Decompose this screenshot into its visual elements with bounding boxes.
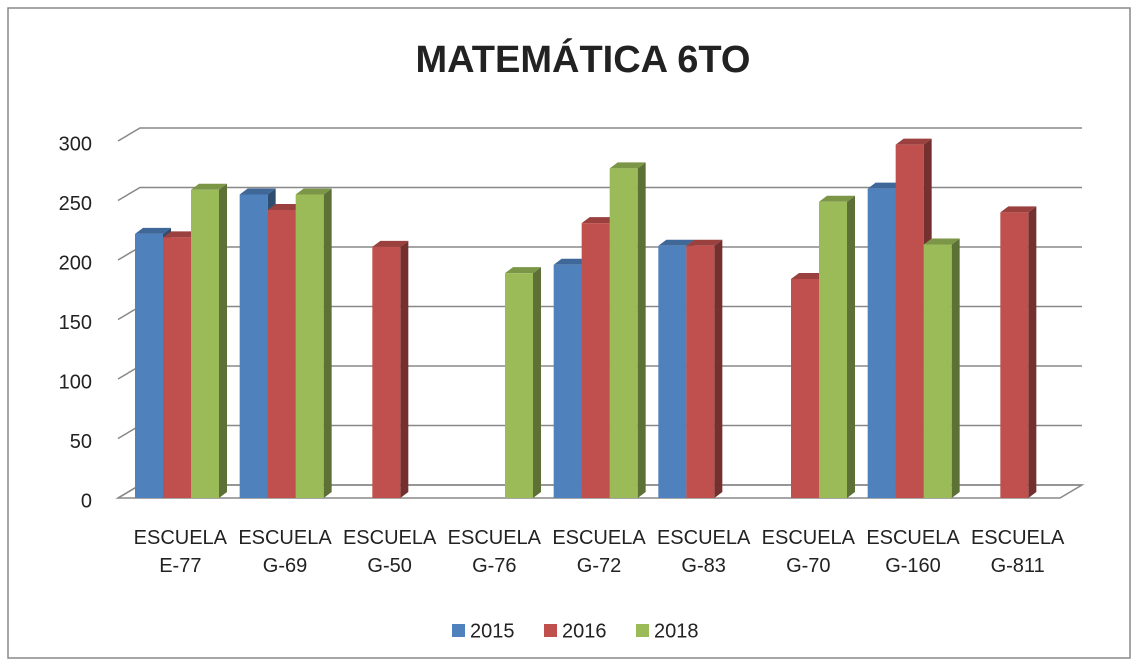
bar-face [609, 162, 646, 169]
bar [505, 267, 541, 498]
bar-face [895, 144, 924, 498]
bar-face [686, 239, 723, 246]
bar-face [372, 240, 409, 247]
bar-face [553, 258, 590, 265]
bar-face [609, 168, 638, 498]
chart-title: MATEMÁTICA 6TO [416, 37, 751, 81]
bar-face [847, 195, 855, 498]
x-tick-label: ESCUELA E-77 [133, 527, 228, 577]
bar-face [533, 267, 541, 498]
bar-face [867, 188, 896, 498]
bar-face [135, 233, 163, 498]
grid-line [117, 186, 1082, 202]
bar-face [923, 238, 960, 245]
bar [191, 183, 227, 499]
x-tick-label: ESCUELA G-160 [866, 527, 960, 577]
legend-swatch [544, 624, 557, 637]
bar-face [163, 231, 199, 238]
bar-face [163, 237, 191, 498]
x-tick-label: ESCUELA G-50 [342, 527, 437, 577]
x-tick-label: ESCUELA G-70 [761, 527, 856, 577]
bar-face [135, 227, 171, 234]
bar-face [191, 183, 227, 190]
bar-face [553, 264, 582, 498]
bar-face [400, 240, 409, 498]
bar-face [267, 210, 296, 498]
bar-face [323, 188, 332, 499]
bar-face [505, 273, 533, 498]
legend-label: 2016 [562, 620, 607, 642]
bar-face [867, 182, 904, 189]
y-tick-label: 150 [59, 312, 92, 334]
bar-face [239, 194, 268, 499]
bar-face [923, 244, 952, 498]
y-tick-label: 50 [70, 431, 92, 453]
bar [372, 240, 409, 498]
x-tick-label: ESCUELA G-72 [552, 527, 646, 577]
bar-face [191, 189, 219, 499]
bar-face [1000, 206, 1037, 213]
bar-face [895, 138, 932, 145]
bar-face [239, 188, 276, 195]
bar-face [295, 188, 332, 195]
x-tick-label: ESCUELA G-83 [656, 527, 751, 577]
y-tick-label: 200 [59, 252, 92, 274]
bar-face [1028, 206, 1037, 498]
bar [819, 195, 855, 498]
bar-face [791, 273, 827, 280]
bar [1000, 206, 1037, 498]
bar-face [267, 204, 304, 211]
bar-face [819, 201, 847, 498]
bar-face [219, 183, 227, 499]
bar-face [714, 239, 723, 498]
bar-face [658, 239, 695, 246]
y-tick-label: 300 [59, 133, 92, 155]
bar-face [505, 267, 541, 274]
bar [923, 238, 960, 498]
bar-face [295, 194, 324, 499]
bar-face [581, 223, 610, 499]
y-tick-label: 0 [81, 490, 92, 512]
x-tick-label: ESCUELA G-811 [970, 527, 1065, 577]
x-tick-label: ESCUELA G-76 [447, 527, 542, 577]
bar [295, 188, 332, 499]
bar-face [951, 238, 960, 498]
x-tick-label: ESCUELA G-69 [238, 527, 332, 577]
y-tick-label: 250 [59, 193, 92, 215]
y-tick-label: 100 [59, 371, 92, 393]
bar-face [686, 245, 715, 498]
bar [609, 162, 646, 498]
bar-face [791, 279, 819, 498]
bar-face [581, 217, 618, 224]
legend-label: 2015 [470, 620, 515, 642]
bar [686, 239, 723, 498]
legend-swatch [636, 624, 649, 637]
grid-line [117, 127, 1082, 142]
bar-face [372, 246, 401, 498]
bar-face [637, 162, 646, 498]
legend-label: 2018 [654, 620, 699, 642]
bar-face [1000, 212, 1029, 498]
bar-face [658, 245, 687, 498]
legend-swatch [452, 624, 465, 637]
bar-face [819, 195, 855, 202]
